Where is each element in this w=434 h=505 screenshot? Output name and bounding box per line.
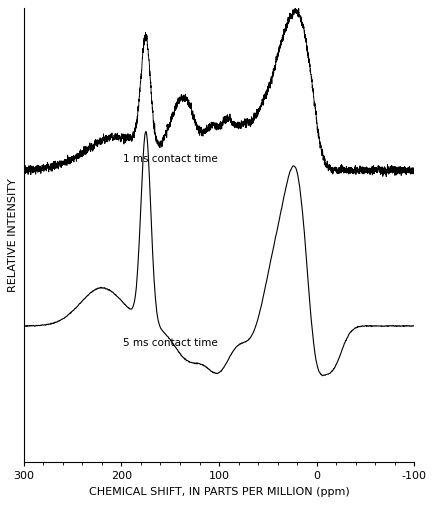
- Text: 5 ms contact time: 5 ms contact time: [123, 337, 218, 347]
- X-axis label: CHEMICAL SHIFT, IN PARTS PER MILLION (ppm): CHEMICAL SHIFT, IN PARTS PER MILLION (pp…: [89, 487, 349, 496]
- Y-axis label: RELATIVE INTENSITY: RELATIVE INTENSITY: [8, 178, 18, 292]
- Text: 1 ms contact time: 1 ms contact time: [123, 154, 218, 164]
